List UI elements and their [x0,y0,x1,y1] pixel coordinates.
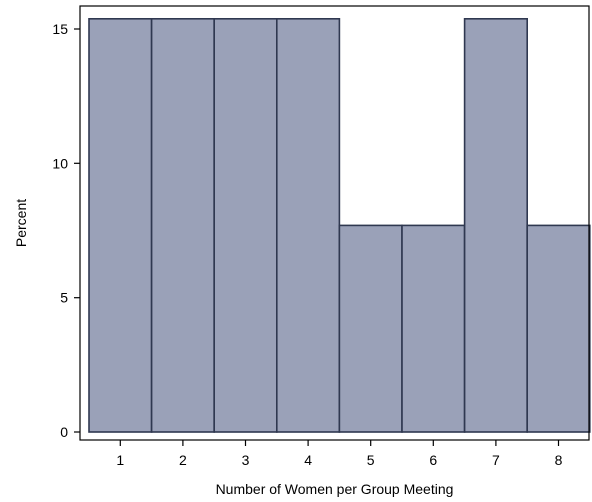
x-tick-label-2: 2 [179,452,187,468]
y-tick-label-15: 15 [52,21,68,37]
bar-5 [338,224,403,433]
x-tick-label-7: 7 [492,452,500,468]
bar-1 [88,17,153,433]
x-tick-label-3: 3 [242,452,250,468]
bar-2 [150,17,216,433]
bar-6 [401,224,466,433]
plot-frame [79,5,590,441]
x-axis-title: Number of Women per Group Meeting [216,481,454,497]
y-tick-label-5: 5 [60,290,68,306]
x-tick-label-8: 8 [555,452,563,468]
bars-layer [88,17,591,433]
y-axis-title: Percent [13,199,29,247]
x-tick-label-6: 6 [429,452,437,468]
y-tick-label-10: 10 [52,155,68,171]
bar-3 [213,17,278,433]
x-tick-label-5: 5 [367,452,375,468]
bar-8 [526,224,591,433]
bar-4 [275,17,341,433]
bar-7 [463,17,529,433]
ticks-layer: 0 5 10 15 1 2 3 4 5 6 7 8 [52,21,562,468]
y-tick-label-0: 0 [60,424,68,440]
x-tick-label-4: 4 [304,452,312,468]
x-tick-label-1: 1 [116,452,124,468]
axes-layer [79,5,590,441]
